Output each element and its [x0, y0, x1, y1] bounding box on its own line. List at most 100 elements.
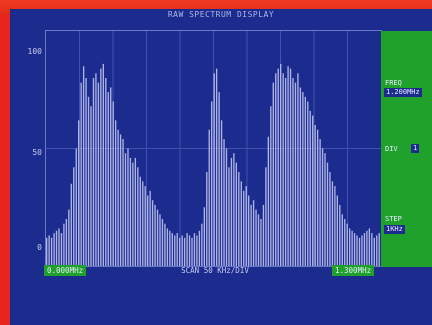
- spectrum-bar: [277, 68, 279, 266]
- spectrum-bar: [225, 148, 228, 266]
- spectrum-bar: [255, 209, 257, 266]
- div-value[interactable]: 1: [411, 144, 420, 153]
- spectrum-bar: [260, 219, 262, 266]
- spectrum-bar: [371, 233, 373, 266]
- spectrum-bar: [346, 223, 348, 266]
- spectrum-bar: [228, 167, 230, 266]
- spectrum-bar: [358, 237, 361, 266]
- spectrum-bar: [206, 172, 208, 266]
- spectrum-bar: [252, 200, 255, 266]
- spectrum-bar: [198, 230, 201, 266]
- spectrum-bar: [85, 78, 87, 266]
- spectrum-bar: [179, 237, 181, 266]
- spectrum-bar: [112, 101, 114, 266]
- spectrum-bar: [139, 176, 141, 266]
- spectrum-bar: [321, 148, 324, 266]
- spectrum-bar: [299, 87, 302, 266]
- spectrum-bar: [201, 223, 203, 266]
- spectrum-bar: [48, 235, 50, 266]
- spectrum-bar: [302, 92, 304, 266]
- spectrum-bar: [282, 73, 284, 266]
- spectrum-bar: [50, 237, 53, 266]
- spectrum-bar: [339, 204, 341, 266]
- spectrum-bar: [223, 139, 225, 266]
- side-panel: FREQ 1.200MHz DIV 1 STEP 1KHz: [381, 31, 432, 267]
- spectrum-bar: [292, 78, 294, 266]
- spectrum-bar: [287, 66, 289, 266]
- scan-rate: SCAN 50 KHz/DIV: [181, 266, 249, 275]
- spectrum-screen: RAW SPECTRUM DISPLAY 100 50 0 0.000MHz S…: [10, 9, 432, 325]
- spectrum-bar: [154, 204, 156, 266]
- spectrum-bar: [186, 233, 188, 266]
- spectrum-bar: [363, 233, 366, 266]
- spectrum-bar: [92, 78, 95, 266]
- spectrum-bar: [134, 157, 137, 266]
- spectrum-bar: [314, 125, 316, 266]
- spectrum-bar: [100, 68, 102, 266]
- spectrum-bar: [102, 63, 104, 266]
- spectrum-bar: [294, 82, 297, 266]
- spectrum-bar: [174, 235, 176, 266]
- spectrum-chart: [46, 31, 381, 266]
- spectrum-bar: [55, 230, 58, 266]
- spectrum-bar: [289, 68, 292, 266]
- freq-value[interactable]: 1.200MHz: [384, 88, 422, 97]
- spectrum-bar: [307, 101, 309, 266]
- spectrum-bar: [331, 181, 334, 266]
- spectrum-bar: [87, 96, 90, 266]
- spectrum-bar: [110, 87, 112, 266]
- spectrum-bar: [203, 207, 205, 266]
- spectrum-bar: [146, 195, 149, 266]
- spectrum-bar: [60, 233, 63, 266]
- spectrum-bar: [97, 82, 100, 266]
- spectrum-bar: [297, 73, 299, 266]
- spectrum-bar: [65, 219, 68, 266]
- spectrum-bar: [319, 139, 321, 266]
- spectrum-bar: [235, 162, 238, 266]
- spectrum-bar: [78, 120, 80, 266]
- spectrum-bar: [329, 172, 331, 266]
- spectrum-bar: [107, 92, 109, 266]
- spectrum-bar: [58, 228, 60, 266]
- spectrum-bar: [144, 186, 146, 266]
- y-tick-50: 50: [32, 148, 42, 157]
- spectrum-bar: [336, 195, 339, 266]
- step-value[interactable]: 1KHz: [384, 225, 405, 234]
- spectrum-bar: [63, 223, 65, 266]
- spectrum-bar: [334, 186, 336, 266]
- spectrum-bar: [312, 115, 314, 266]
- spectrum-bar: [250, 204, 252, 266]
- spectrum-bar: [213, 73, 215, 266]
- spectrum-plot: [45, 30, 382, 267]
- screen-title: RAW SPECTRUM DISPLAY: [167, 10, 275, 19]
- spectrum-bar: [80, 82, 82, 266]
- y-tick-100: 100: [27, 47, 42, 56]
- spectrum-bar: [191, 237, 193, 266]
- spectrum-bar: [68, 209, 70, 266]
- spectrum-bar: [265, 167, 267, 266]
- spectrum-bar: [356, 235, 358, 266]
- spectrum-bar: [166, 228, 169, 266]
- spectrum-bar: [348, 228, 351, 266]
- spectrum-bar: [176, 233, 178, 266]
- spectrum-bar: [117, 129, 119, 266]
- spectrum-bar: [211, 101, 213, 266]
- spectrum-bar: [361, 235, 363, 266]
- start-frequency: 0.000MHz: [44, 265, 87, 276]
- spectrum-bar: [324, 153, 326, 266]
- spectrum-bar: [376, 235, 378, 266]
- spectrum-bar: [90, 106, 92, 266]
- spectrum-bar: [122, 139, 124, 266]
- spectrum-bar: [218, 92, 220, 266]
- step-label: STEP: [385, 215, 402, 223]
- spectrum-bar: [275, 73, 277, 266]
- spectrum-bar: [114, 120, 117, 266]
- spectrum-bar: [149, 190, 151, 266]
- spectrum-bar: [75, 148, 77, 266]
- spectrum-bar: [183, 237, 186, 266]
- spectrum-bar: [267, 136, 270, 266]
- spectrum-bar: [171, 233, 173, 266]
- freq-label: FREQ: [385, 79, 402, 87]
- spectrum-bar: [46, 237, 48, 266]
- spectrum-bar: [344, 219, 346, 266]
